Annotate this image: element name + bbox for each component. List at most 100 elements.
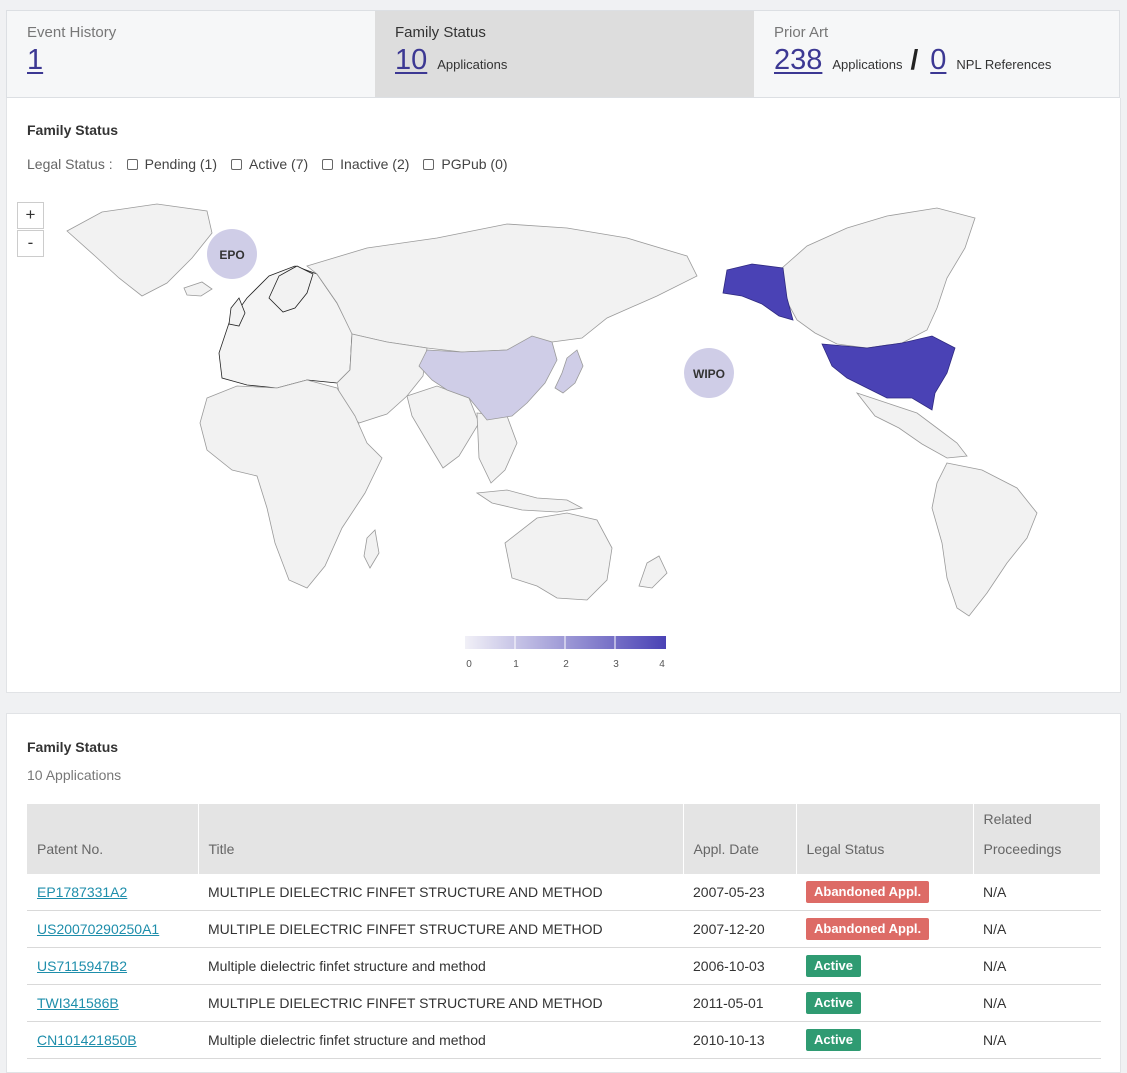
- status-badge: Abandoned Appl.: [806, 881, 930, 903]
- tab-prior-art[interactable]: Prior Art 238 Applications / 0 NPL Refer…: [754, 11, 1119, 97]
- event-count-link[interactable]: 1: [27, 44, 44, 76]
- scandinavia: [268, 265, 314, 313]
- panel-title: Family Status: [27, 122, 119, 138]
- table-row: US7115947B2 Multiple dielectric finfet s…: [27, 947, 1101, 985]
- patent-link[interactable]: US20070290250A1: [37, 921, 160, 937]
- filter-label: Active (7): [249, 156, 309, 172]
- wipo-bubble-label: WIPO: [693, 367, 725, 381]
- russia: [306, 223, 698, 353]
- date-cell: 2006-10-03: [683, 947, 796, 985]
- column-header-title[interactable]: Title: [198, 804, 684, 874]
- filter-label: Pending (1): [144, 156, 218, 172]
- title-cell: MULTIPLE DIELECTRIC FINFET STRUCTURE AND…: [198, 874, 683, 911]
- legend-tick: 3: [613, 659, 619, 670]
- date-cell: 2007-12-20: [683, 910, 796, 948]
- npl-references-unit: NPL References: [956, 57, 1052, 72]
- family-count-link[interactable]: 10: [395, 44, 428, 76]
- title-cell: MULTIPLE DIELECTRIC FINFET STRUCTURE AND…: [198, 910, 683, 948]
- filter-pending[interactable]: Pending (1): [126, 156, 218, 172]
- greenland: [66, 203, 213, 297]
- filter-label: Inactive (2): [340, 156, 410, 172]
- checkbox[interactable]: [126, 158, 138, 170]
- date-cell: 2007-05-23: [683, 874, 796, 911]
- usa-region: [821, 335, 956, 411]
- tab-family-status[interactable]: Family Status 10 Applications: [375, 11, 754, 97]
- family-table: Patent No. Title Appl. Date Legal Status…: [27, 804, 1101, 1059]
- legal-status-filters: Legal Status : Pending (1) Active (7) In…: [27, 156, 508, 172]
- tab-event-history[interactable]: Event History 1: [7, 11, 375, 97]
- title-cell: Multiple dielectric finfet structure and…: [198, 947, 683, 985]
- prior-art-applications-link[interactable]: 238: [774, 44, 823, 76]
- column-header-legal-status[interactable]: Legal Status: [796, 804, 974, 874]
- africa: [199, 379, 383, 589]
- checkbox[interactable]: [231, 158, 243, 170]
- patent-link[interactable]: CN101421850B: [37, 1032, 137, 1048]
- status-badge: Active: [806, 992, 862, 1014]
- tab-title: Event History: [27, 24, 117, 41]
- table-row: EP1787331A2 MULTIPLE DIELECTRIC FINFET S…: [27, 874, 1101, 911]
- status-badge: Abandoned Appl.: [806, 918, 930, 940]
- checkbox[interactable]: [322, 158, 334, 170]
- new-zealand: [638, 555, 668, 589]
- patent-link[interactable]: EP1787331A2: [37, 884, 128, 900]
- australia: [504, 512, 613, 601]
- column-header-related-proceedings[interactable]: Related Proceedings: [973, 804, 1101, 874]
- china-region: [418, 335, 558, 421]
- family-status-table-panel: Family Status 10 Applications Patent No.…: [6, 713, 1121, 1073]
- legend-tick: 4: [659, 659, 665, 670]
- legend-tick: 1: [513, 659, 519, 670]
- indonesia: [475, 489, 584, 513]
- southeast-asia: [476, 412, 518, 484]
- date-cell: 2010-10-13: [683, 1021, 796, 1059]
- patent-link[interactable]: TWI341586B: [37, 995, 119, 1011]
- filter-pgpub[interactable]: PGPub (0): [423, 156, 508, 172]
- status-badge: Active: [806, 955, 862, 977]
- separator-slash: /: [910, 44, 919, 75]
- npl-references-link[interactable]: 0: [930, 44, 947, 76]
- checkbox[interactable]: [423, 158, 435, 170]
- status-badge: Active: [806, 1029, 862, 1051]
- related-cell: N/A: [973, 947, 1101, 985]
- alaska-region: [722, 263, 794, 321]
- canada: [781, 207, 976, 349]
- column-header-appl-date[interactable]: Appl. Date: [683, 804, 797, 874]
- central-america: [855, 392, 968, 459]
- related-proceedings-header-text: Related Proceedings: [983, 811, 1062, 857]
- world-map[interactable]: EPO WIPO 0 1 2 3 4: [7, 98, 1120, 693]
- family-count-unit: Applications: [437, 57, 508, 72]
- patent-link[interactable]: US7115947B2: [37, 958, 128, 974]
- date-cell: 2011-05-01: [683, 984, 796, 1022]
- title-cell: Multiple dielectric finfet structure and…: [198, 1021, 683, 1059]
- applications-count: 10 Applications: [27, 767, 122, 783]
- epo-bubble[interactable]: [207, 229, 257, 279]
- iceland: [183, 281, 213, 297]
- legend-tick: 0: [466, 659, 472, 670]
- table-row: CN101421850B Multiple dielectric finfet …: [27, 1021, 1101, 1059]
- related-cell: N/A: [973, 984, 1101, 1022]
- madagascar: [363, 529, 380, 569]
- tab-title: Prior Art: [774, 24, 829, 41]
- south-america: [931, 462, 1038, 617]
- wipo-bubble[interactable]: [684, 348, 734, 398]
- table-row: TWI341586B MULTIPLE DIELECTRIC FINFET ST…: [27, 984, 1101, 1022]
- india: [406, 385, 480, 469]
- panel-title: Family Status: [27, 739, 119, 755]
- zoom-out-button[interactable]: -: [17, 230, 44, 257]
- filter-inactive[interactable]: Inactive (2): [322, 156, 409, 172]
- japan-region: [554, 349, 584, 394]
- uk: [228, 297, 246, 327]
- filter-label: PGPub (0): [441, 156, 508, 172]
- prior-art-applications-unit: Applications: [832, 57, 903, 72]
- epo-bubble-label: EPO: [219, 248, 244, 262]
- related-cell: N/A: [973, 910, 1101, 948]
- summary-tabs: Event History 1 Family Status 10 Applica…: [6, 10, 1120, 98]
- filter-active[interactable]: Active (7): [231, 156, 308, 172]
- zoom-in-button[interactable]: +: [17, 202, 44, 229]
- legend-tick: 2: [563, 659, 569, 670]
- related-cell: N/A: [973, 1021, 1101, 1059]
- column-header-patent-no[interactable]: Patent No.: [27, 804, 199, 874]
- legal-status-label: Legal Status :: [27, 156, 113, 172]
- tab-title: Family Status: [395, 24, 486, 41]
- table-header-row: Patent No. Title Appl. Date Legal Status…: [27, 804, 1101, 874]
- title-cell: MULTIPLE DIELECTRIC FINFET STRUCTURE AND…: [198, 984, 683, 1022]
